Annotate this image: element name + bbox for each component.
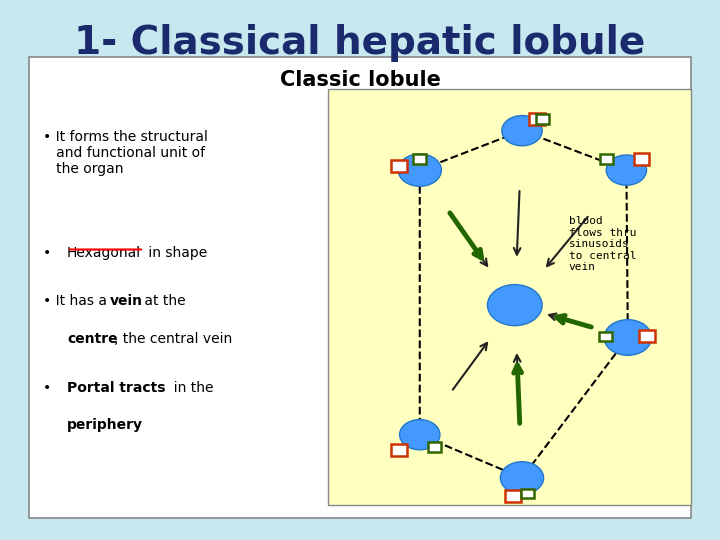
- Circle shape: [500, 462, 544, 494]
- Text: •: •: [43, 246, 56, 260]
- Text: Portal tracts: Portal tracts: [67, 381, 166, 395]
- FancyBboxPatch shape: [599, 332, 612, 341]
- FancyBboxPatch shape: [391, 160, 407, 172]
- FancyBboxPatch shape: [505, 490, 521, 502]
- Text: centre: centre: [67, 332, 117, 346]
- Text: in the: in the: [165, 381, 213, 395]
- Circle shape: [398, 154, 441, 186]
- Text: Hexagonal: Hexagonal: [67, 246, 141, 260]
- Text: at the: at the: [140, 294, 185, 308]
- FancyBboxPatch shape: [529, 113, 545, 125]
- Text: • It forms the structural
   and functional unit of
   the organ: • It forms the structural and functional…: [43, 130, 208, 176]
- Text: vein: vein: [109, 294, 143, 308]
- FancyBboxPatch shape: [600, 154, 613, 164]
- Circle shape: [606, 155, 647, 185]
- Text: in shape: in shape: [144, 246, 207, 260]
- Text: , the central vein: , the central vein: [114, 332, 232, 346]
- FancyBboxPatch shape: [639, 330, 655, 342]
- Circle shape: [487, 285, 542, 326]
- FancyBboxPatch shape: [428, 442, 441, 452]
- FancyBboxPatch shape: [328, 89, 691, 505]
- FancyBboxPatch shape: [634, 153, 649, 165]
- FancyBboxPatch shape: [521, 489, 534, 498]
- Circle shape: [400, 420, 440, 450]
- Text: blood
flows thru
sinusoids
to central
vein: blood flows thru sinusoids to central ve…: [569, 216, 636, 272]
- Text: Classic lobule: Classic lobule: [279, 70, 441, 90]
- FancyBboxPatch shape: [413, 154, 426, 164]
- Text: periphery: periphery: [67, 418, 143, 433]
- Text: • It has a: • It has a: [43, 294, 112, 308]
- FancyBboxPatch shape: [29, 57, 691, 518]
- FancyBboxPatch shape: [536, 114, 549, 124]
- Text: •: •: [43, 381, 56, 395]
- Circle shape: [502, 116, 542, 146]
- Text: 1- Classical hepatic lobule: 1- Classical hepatic lobule: [74, 24, 646, 62]
- Circle shape: [604, 320, 652, 355]
- FancyBboxPatch shape: [391, 444, 407, 456]
